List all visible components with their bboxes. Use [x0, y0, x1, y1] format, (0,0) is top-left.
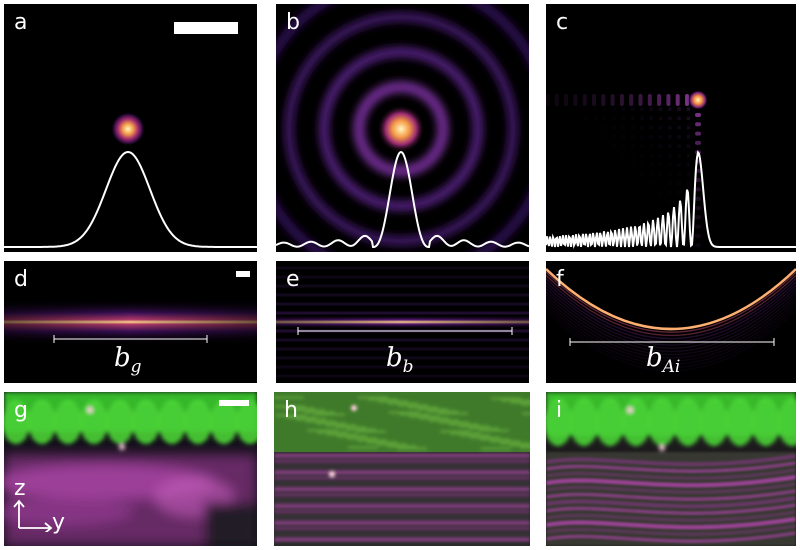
airy-beam-arcs	[546, 268, 796, 372]
airy-beam-side-view	[546, 268, 796, 372]
length-marker-f	[569, 338, 775, 346]
scale-bar-g	[219, 400, 249, 406]
beam-length-label-gaussian: bg	[114, 343, 142, 378]
panel-label-e: e	[286, 267, 300, 292]
beam-length-label-airy: bAi	[646, 343, 681, 378]
airy-profile-curve	[546, 150, 796, 249]
panel-label-c: c	[556, 10, 569, 35]
panel-label-g: g	[14, 398, 28, 423]
panel-f: f bAi	[546, 261, 796, 383]
gaussian-profile-curve	[4, 150, 257, 248]
panel-b: b	[276, 4, 529, 252]
panel-a: a	[4, 4, 257, 252]
panel-label-i: i	[556, 398, 563, 423]
panel-label-a: a	[14, 10, 28, 35]
panel-label-d: d	[14, 267, 28, 292]
tissue-image-airy	[546, 392, 796, 546]
scale-bar-d	[236, 271, 250, 277]
panel-e: e bb	[276, 261, 529, 383]
scale-bar-a	[174, 22, 238, 34]
panel-label-f: f	[556, 267, 564, 292]
gaussian-psf-image	[4, 112, 257, 248]
panel-h: h	[274, 392, 530, 546]
tissue-image-bessel	[274, 392, 530, 546]
bessel-profile-curve	[276, 150, 529, 248]
panel-g: g z y	[4, 392, 257, 546]
panel-label-b: b	[286, 10, 300, 35]
panel-d: d bg	[4, 261, 257, 383]
axis-label-y: y	[52, 510, 66, 535]
tissue-image-gaussian	[4, 392, 257, 546]
length-marker-d	[53, 335, 208, 343]
length-marker-e	[297, 327, 513, 335]
airy-psf-image	[546, 90, 796, 249]
panel-label-h: h	[284, 398, 298, 423]
axis-label-z: z	[14, 476, 26, 501]
bessel-beam-side-view	[276, 266, 529, 378]
panel-i: i	[546, 392, 796, 546]
beam-length-label-bessel: bb	[386, 343, 414, 378]
bessel-psf-image	[276, 4, 529, 252]
axis-arrows-icon	[13, 499, 53, 532]
gaussian-beam-side-view	[4, 299, 257, 345]
panel-c: c	[546, 4, 796, 252]
